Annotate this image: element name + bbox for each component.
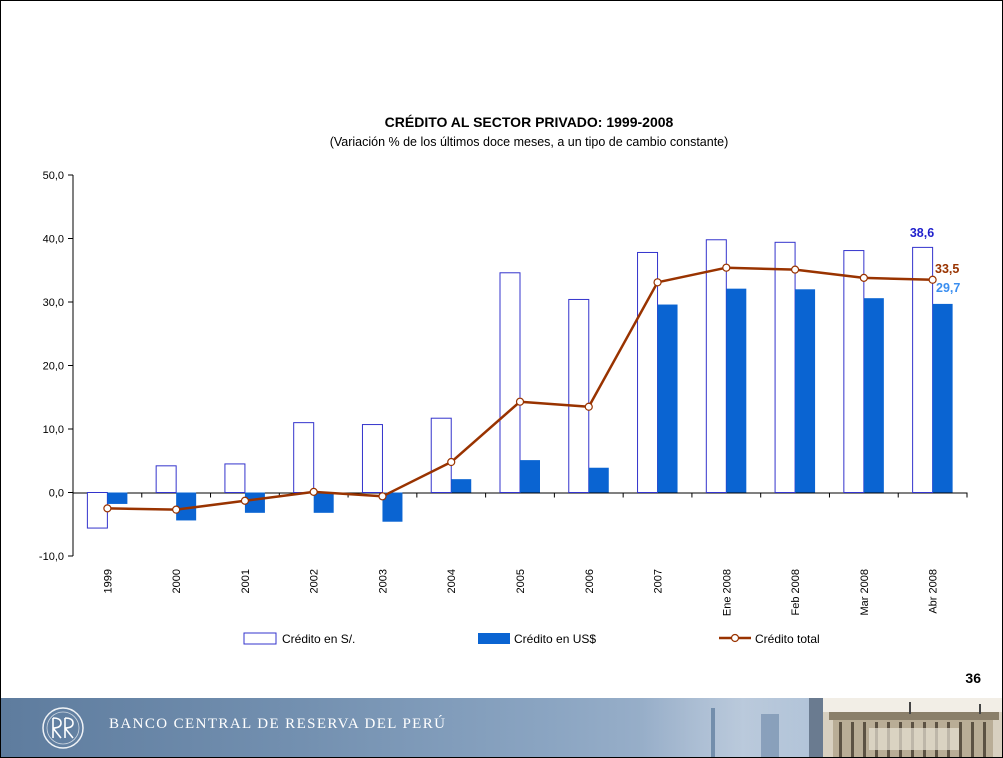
bar-soles bbox=[361, 424, 383, 493]
page-number: 36 bbox=[965, 670, 981, 686]
footer-banner: BANCO CENTRAL DE RESERVA DEL PERÚ bbox=[1, 698, 1002, 757]
bar-dollars bbox=[726, 288, 747, 493]
line-total-point bbox=[859, 273, 868, 282]
legend-swatch-soles bbox=[243, 632, 277, 645]
bar-dollars bbox=[382, 492, 403, 522]
bar-soles bbox=[293, 422, 315, 493]
bcrp-monogram-icon bbox=[42, 707, 84, 749]
bar-soles bbox=[774, 241, 796, 493]
y-tick-label: 10,0 bbox=[43, 424, 64, 436]
bar-soles bbox=[430, 417, 452, 493]
bar-soles bbox=[912, 246, 934, 493]
building-photo bbox=[809, 698, 1002, 757]
bank-name: BANCO CENTRAL DE RESERVA DEL PERÚ bbox=[109, 716, 447, 732]
line-total-point bbox=[790, 265, 800, 274]
x-tick-label: 2006 bbox=[584, 569, 596, 593]
line-total-point bbox=[103, 504, 112, 513]
legend-swatch-dollars bbox=[478, 633, 510, 644]
x-tick-label: 2000 bbox=[171, 569, 183, 593]
y-tick-label: 30,0 bbox=[43, 297, 64, 309]
x-tick-label: Abr 2008 bbox=[928, 569, 940, 614]
series-dollars-bars bbox=[107, 288, 953, 522]
bar-dollars bbox=[863, 298, 884, 493]
line-total-point bbox=[584, 402, 593, 411]
y-tick-label: -10,0 bbox=[39, 551, 64, 563]
bar-dollars bbox=[520, 460, 540, 493]
legend-label-dollars: Crédito en US$ bbox=[514, 632, 596, 646]
series-soles-bars bbox=[86, 239, 934, 529]
line-total-point bbox=[172, 505, 181, 514]
bar-dollars bbox=[313, 492, 334, 513]
x-tick-label: 2004 bbox=[446, 569, 458, 593]
footer-column bbox=[711, 708, 715, 757]
bar-soles bbox=[568, 298, 590, 493]
y-tick-label: 0,0 bbox=[49, 488, 64, 500]
bar-soles bbox=[843, 250, 865, 493]
line-total-point bbox=[653, 278, 662, 287]
legend-label-soles: Crédito en S/. bbox=[282, 632, 355, 646]
bar-dollars bbox=[107, 492, 128, 504]
line-total-point bbox=[378, 492, 387, 501]
x-tick-label: 2005 bbox=[515, 569, 527, 593]
line-total-point bbox=[722, 263, 731, 272]
bar-dollars bbox=[176, 492, 197, 521]
y-tick-label: 40,0 bbox=[43, 234, 64, 246]
x-tick-label: 2007 bbox=[653, 569, 665, 593]
x-tick-label: Feb 2008 bbox=[790, 569, 802, 615]
legend-swatch-total-marker bbox=[730, 633, 740, 643]
footer-texture bbox=[641, 698, 811, 757]
bar-dollars bbox=[588, 467, 609, 493]
line-total-point bbox=[309, 487, 318, 496]
line-total-point bbox=[240, 496, 250, 505]
data-label-total-last: 33,5 bbox=[935, 262, 959, 276]
series-total-line bbox=[103, 263, 937, 514]
bar-dollars bbox=[795, 289, 816, 493]
bar-soles bbox=[499, 272, 521, 494]
chart-title: CRÉDITO AL SECTOR PRIVADO: 1999-2008 bbox=[385, 114, 674, 130]
x-tick-label: Ene 2008 bbox=[721, 569, 733, 616]
x-tick-label: 2001 bbox=[240, 569, 252, 593]
x-tick-labels: 1999 2000 2001 2002 2003 2004 2005 2006 2007 Ene … bbox=[102, 569, 939, 616]
line-total-point bbox=[928, 275, 937, 284]
data-label-dollars-last: 29,7 bbox=[936, 281, 960, 295]
data-label-soles-last: 38,6 bbox=[910, 226, 934, 240]
bar-soles bbox=[705, 239, 727, 493]
y-ticks: -10,0 0,0 10,0 20,0 30,0 40,0 50,0 bbox=[39, 170, 73, 563]
x-tick-label: 2002 bbox=[309, 569, 321, 593]
footer-column bbox=[761, 714, 779, 757]
x-tick-label: Mar 2008 bbox=[859, 569, 871, 615]
bar-dollars bbox=[451, 479, 472, 493]
bar-dollars bbox=[932, 303, 953, 493]
bar-soles bbox=[155, 465, 177, 493]
legend-label-total: Crédito total bbox=[755, 632, 820, 646]
chart: CRÉDITO AL SECTOR PRIVADO: 1999-2008 (Va… bbox=[39, 114, 968, 646]
chart-subtitle: (Variación % de los últimos doce meses, … bbox=[330, 135, 729, 149]
x-tick-label: 2003 bbox=[377, 569, 389, 593]
y-tick-label: 20,0 bbox=[43, 361, 64, 373]
x-tick-label: 1999 bbox=[102, 569, 114, 593]
line-total-point bbox=[515, 397, 525, 406]
bar-soles bbox=[224, 463, 246, 493]
legend: Crédito en S/. Crédito en US$ Crédito to… bbox=[243, 632, 820, 646]
y-tick-label: 50,0 bbox=[43, 170, 64, 182]
bar-dollars bbox=[657, 304, 678, 493]
line-total-point bbox=[447, 457, 456, 467]
